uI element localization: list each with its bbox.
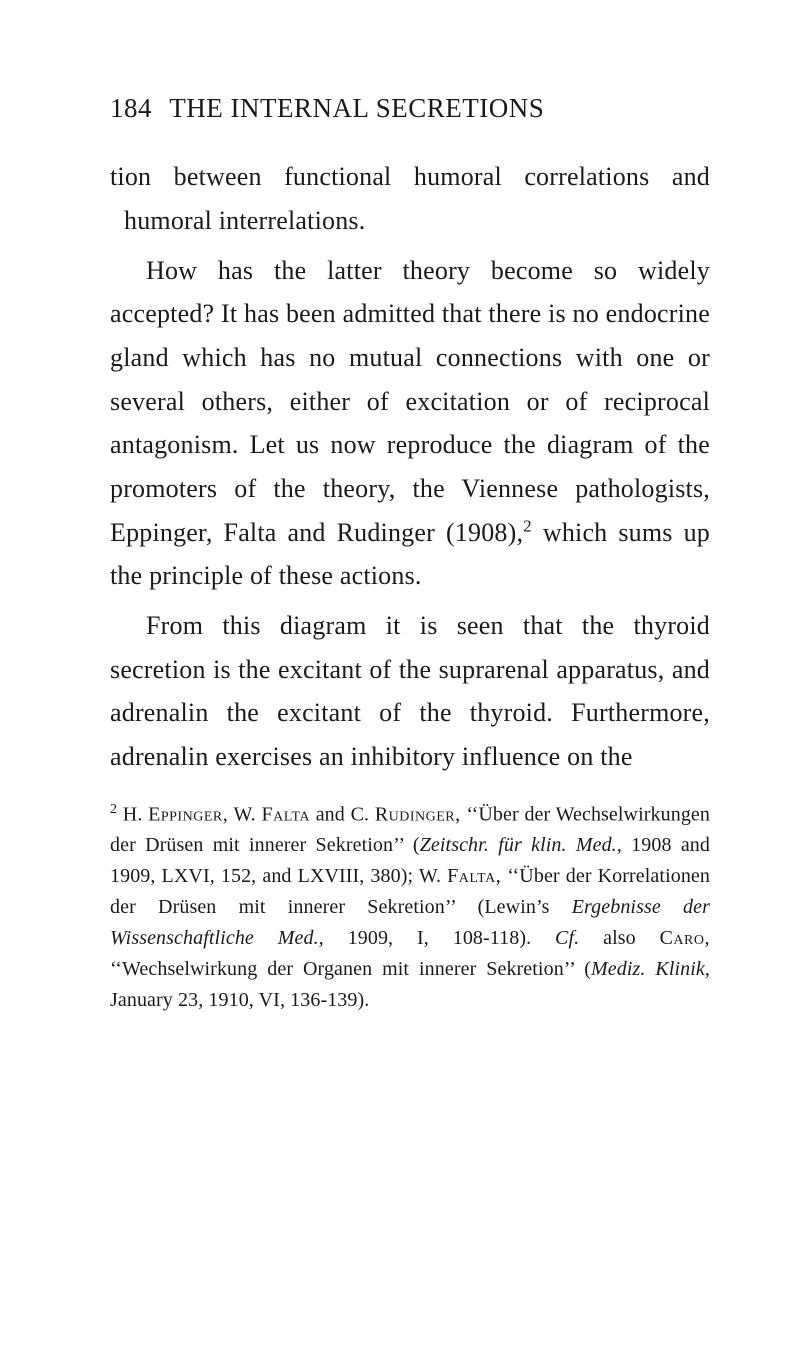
fn-name-falta: Falta — [261, 803, 310, 825]
running-head: 184 THE INTERNAL SECRETIONS — [110, 86, 710, 131]
fn-text: H. — [117, 803, 148, 825]
fn-name-eppinger: Eppinger, — [148, 803, 228, 825]
fn-text: W. — [228, 803, 261, 825]
fn-text: January 23, 1910, VI, 136-139). — [110, 989, 369, 1011]
body-paragraph-1: tion between functional humoral correla­… — [110, 155, 710, 242]
p2-text-a: How has the latter theory become so wide… — [110, 256, 710, 547]
body-paragraph-3: From this diagram it is seen that the th… — [110, 604, 710, 779]
fn-cf: Cf. — [555, 927, 579, 949]
fn-text: 1909, I, 108-118). — [324, 927, 555, 949]
fn-name-falta-2: Falta, — [447, 865, 501, 887]
body-paragraph-2: How has the latter theory become so wide… — [110, 249, 710, 598]
fn-journal-3: Mediz. Klinik, — [591, 958, 710, 980]
fn-name-rudinger: Rudinger, — [375, 803, 461, 825]
footnote-ref-2: 2 — [523, 516, 532, 535]
fn-text: also — [579, 927, 659, 949]
fn-journal-1: Zeitschr. für klin. Med., — [420, 834, 622, 856]
fn-name-caro: Caro, — [660, 927, 710, 949]
page-number: 184 — [110, 93, 152, 123]
footnote-2: 2 H. Eppinger, W. Falta and C. Rudinger,… — [110, 799, 710, 1017]
fn-text: ‘‘Wechselwirkung der Organen mit innerer… — [110, 958, 591, 980]
fn-text: and C. — [310, 803, 375, 825]
book-page: 184 THE INTERNAL SECRETIONS tion between… — [0, 0, 800, 1364]
running-title: THE INTERNAL SECRETIONS — [169, 93, 544, 123]
